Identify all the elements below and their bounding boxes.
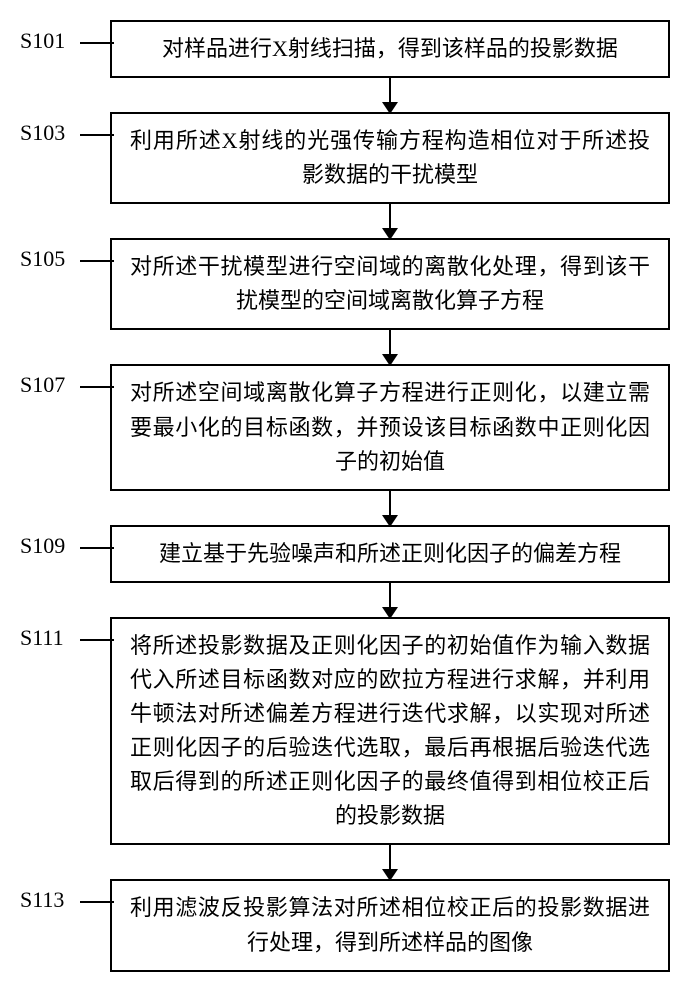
flow-step: S107 对所述空间域离散化算子方程进行正则化，以建立需要最小化的目标函数，并预…: [20, 364, 676, 490]
arrow-icon: [110, 204, 670, 238]
step-label: S109: [20, 525, 110, 559]
step-box: 对样品进行X射线扫描，得到该样品的投影数据: [110, 20, 670, 78]
step-box: 对所述空间域离散化算子方程进行正则化，以建立需要最小化的目标函数，并预设该目标函…: [110, 364, 670, 490]
arrow-icon: [110, 330, 670, 364]
step-box: 建立基于先验噪声和所述正则化因子的偏差方程: [110, 525, 670, 583]
flow-step: S109 建立基于先验噪声和所述正则化因子的偏差方程: [20, 525, 676, 583]
step-box: 利用滤波反投影算法对所述相位校正后的投影数据进行处理，得到所述样品的图像: [110, 879, 670, 971]
step-label: S113: [20, 879, 110, 913]
arrow-icon: [110, 78, 670, 112]
step-label: S103: [20, 112, 110, 146]
step-label: S111: [20, 617, 110, 651]
flow-step: S103 利用所述X射线的光强传输方程构造相位对于所述投影数据的干扰模型: [20, 112, 676, 204]
flow-step: S101 对样品进行X射线扫描，得到该样品的投影数据: [20, 20, 676, 78]
arrow-icon: [110, 845, 670, 879]
flow-step: S113 利用滤波反投影算法对所述相位校正后的投影数据进行处理，得到所述样品的图…: [20, 879, 676, 971]
step-label: S107: [20, 364, 110, 398]
flow-step: S105 对所述干扰模型进行空间域的离散化处理，得到该干扰模型的空间域离散化算子…: [20, 238, 676, 330]
flowchart-container: S101 对样品进行X射线扫描，得到该样品的投影数据 S103 利用所述X射线的…: [20, 20, 676, 972]
step-label: S101: [20, 20, 110, 54]
step-box: 对所述干扰模型进行空间域的离散化处理，得到该干扰模型的空间域离散化算子方程: [110, 238, 670, 330]
step-box: 将所述投影数据及正则化因子的初始值作为输入数据代入所述目标函数对应的欧拉方程进行…: [110, 617, 670, 846]
arrow-icon: [110, 491, 670, 525]
arrow-icon: [110, 583, 670, 617]
step-label: S105: [20, 238, 110, 272]
step-box: 利用所述X射线的光强传输方程构造相位对于所述投影数据的干扰模型: [110, 112, 670, 204]
flow-step: S111 将所述投影数据及正则化因子的初始值作为输入数据代入所述目标函数对应的欧…: [20, 617, 676, 846]
